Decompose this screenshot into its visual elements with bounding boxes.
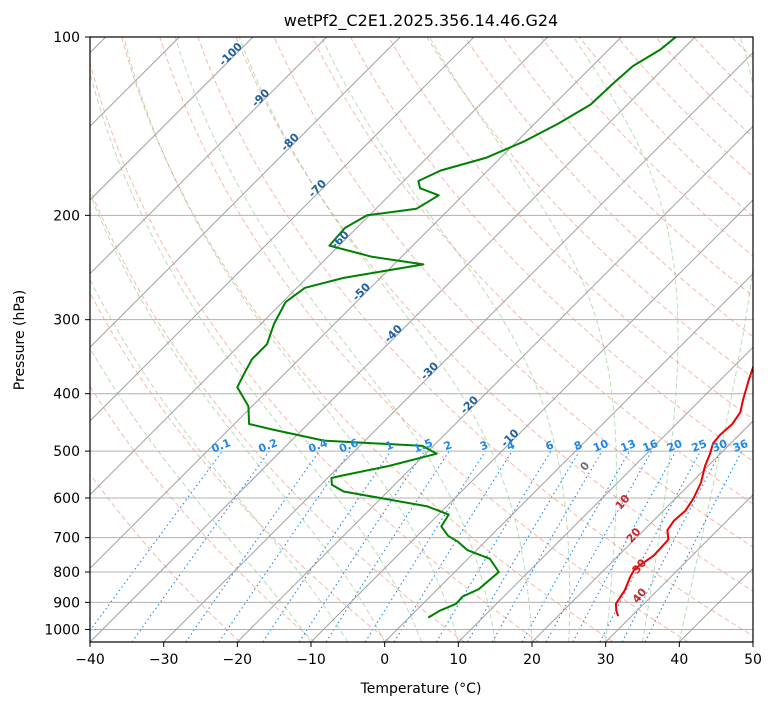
- y-tick-label: 1000: [44, 622, 80, 638]
- skewed-isotherm: [90, 37, 401, 349]
- moist-adiabat: [123, 37, 459, 642]
- x-tick-label: 30: [597, 652, 615, 668]
- moist-adiabat: [174, 37, 496, 642]
- skewed-isotherm: [90, 37, 475, 422]
- skewed-isotherm: [236, 125, 753, 642]
- plot-background: [90, 37, 753, 642]
- y-tick-label: 100: [53, 30, 80, 46]
- mixing-ratio-label: 10: [591, 437, 610, 455]
- skewed-isotherm: [90, 37, 696, 642]
- dry-adiabat: [90, 188, 465, 642]
- y-tick-label: 600: [53, 491, 80, 507]
- dry-adiabat: [273, 37, 753, 548]
- dry-adiabat: [121, 37, 614, 642]
- y-tick-label: 200: [53, 208, 80, 224]
- y-axis-ticks: 100 200 300 400 500 600 700 800 900 1000: [44, 30, 90, 638]
- x-tick-label: 20: [523, 652, 541, 668]
- x-tick-label: 10: [449, 652, 467, 668]
- temperature-profile-line: [614, 364, 753, 617]
- mixing-ratio-label: 25: [690, 437, 709, 455]
- skewed-isotherms: [90, 37, 753, 642]
- moist-adiabat: [678, 37, 753, 642]
- skewed-isotherm: [90, 37, 549, 496]
- x-axis-ticks: −40 −30 −20 −10 0 10 20 30 40 50: [75, 642, 762, 668]
- skewed-isotherm: [384, 272, 753, 642]
- y-tick-label: 300: [53, 313, 80, 329]
- skewed-isotherm: [90, 37, 622, 570]
- dry-adiabat: [90, 291, 390, 642]
- mixing-ratio-label: 13: [619, 437, 638, 455]
- moist-adiabat: [320, 37, 571, 642]
- mixing-ratio-line: [599, 450, 701, 642]
- moist-adiabat: [429, 37, 617, 642]
- y-tick-label: 900: [53, 595, 80, 611]
- moist-adiabat: [90, 278, 349, 642]
- skewed-isotherm: [457, 346, 753, 642]
- series-layer: [236, 37, 753, 619]
- x-tick-label: 0: [380, 652, 389, 668]
- x-tick-label: −10: [296, 652, 326, 668]
- x-tick-label: −30: [149, 652, 179, 668]
- mixing-ratio-line: [572, 450, 677, 642]
- x-tick-label: 50: [744, 652, 762, 668]
- dry-adiabat: [90, 61, 540, 642]
- mixing-ratio-label: 16: [641, 437, 660, 455]
- dry-adiabat: [770, 37, 775, 642]
- dry-adiabat: [350, 37, 753, 462]
- y-tick-label: 700: [53, 531, 80, 547]
- moist-adiabat: [90, 192, 386, 642]
- y-tick-label: 400: [53, 387, 80, 403]
- mixing-ratio-line: [185, 450, 320, 642]
- x-tick-label: 40: [670, 652, 688, 668]
- mixing-ratio-line: [325, 450, 450, 642]
- mixing-ratio-line: [298, 450, 425, 642]
- skewed-isotherm: [531, 420, 753, 642]
- skewed-isotherm: [163, 51, 753, 642]
- pressure-gridlines: [90, 37, 753, 630]
- y-axis-title: Pressure (hPa): [12, 290, 28, 390]
- dry-adiabat: [159, 37, 689, 642]
- x-tick-label: −40: [75, 652, 105, 668]
- skewed-isotherm: [90, 37, 328, 275]
- mixing-ratio-line: [435, 450, 552, 642]
- dry-adiabat: [90, 385, 316, 642]
- skewed-isotherm: [310, 199, 753, 642]
- skewed-isotherm: [605, 493, 753, 642]
- moist-adiabat: [573, 37, 679, 642]
- skewed-isotherm: [90, 37, 254, 201]
- dry-adiabat: [502, 37, 753, 297]
- background-lines: [90, 37, 775, 642]
- chart-title: wetPf2_C2E1.2025.356.14.46.G24: [284, 11, 558, 31]
- skewed-isotherm: [752, 641, 753, 642]
- mixing-ratio-label: 3: [478, 438, 490, 453]
- mixing-ratio-label: 20: [665, 437, 684, 455]
- mixing-ratio-label: 36: [731, 437, 750, 455]
- dewpoint-profile-line: [236, 37, 677, 619]
- dry-adiabat: [235, 37, 753, 592]
- mixing-ratio-line: [364, 450, 486, 642]
- y-tick-label: 800: [53, 565, 80, 581]
- x-axis-title: Temperature (°C): [360, 681, 482, 697]
- plot-frame: [89, 36, 754, 643]
- dry-adiabat: [426, 37, 753, 379]
- x-tick-label: −20: [223, 652, 253, 668]
- moist-adiabat: [238, 37, 533, 642]
- mixing-ratio-line: [218, 450, 351, 642]
- mixing-ratio-label: 1: [383, 438, 395, 453]
- y-tick-label: 500: [53, 444, 80, 460]
- mixing-ratio-label: 8: [572, 438, 584, 453]
- mixing-ratio-line: [262, 450, 392, 642]
- mixing-ratio-label: 30: [710, 437, 729, 455]
- mixing-ratio-label: 2: [442, 438, 454, 453]
- dry-adiabat: [90, 473, 241, 642]
- mixing-ratio-line: [467, 450, 580, 642]
